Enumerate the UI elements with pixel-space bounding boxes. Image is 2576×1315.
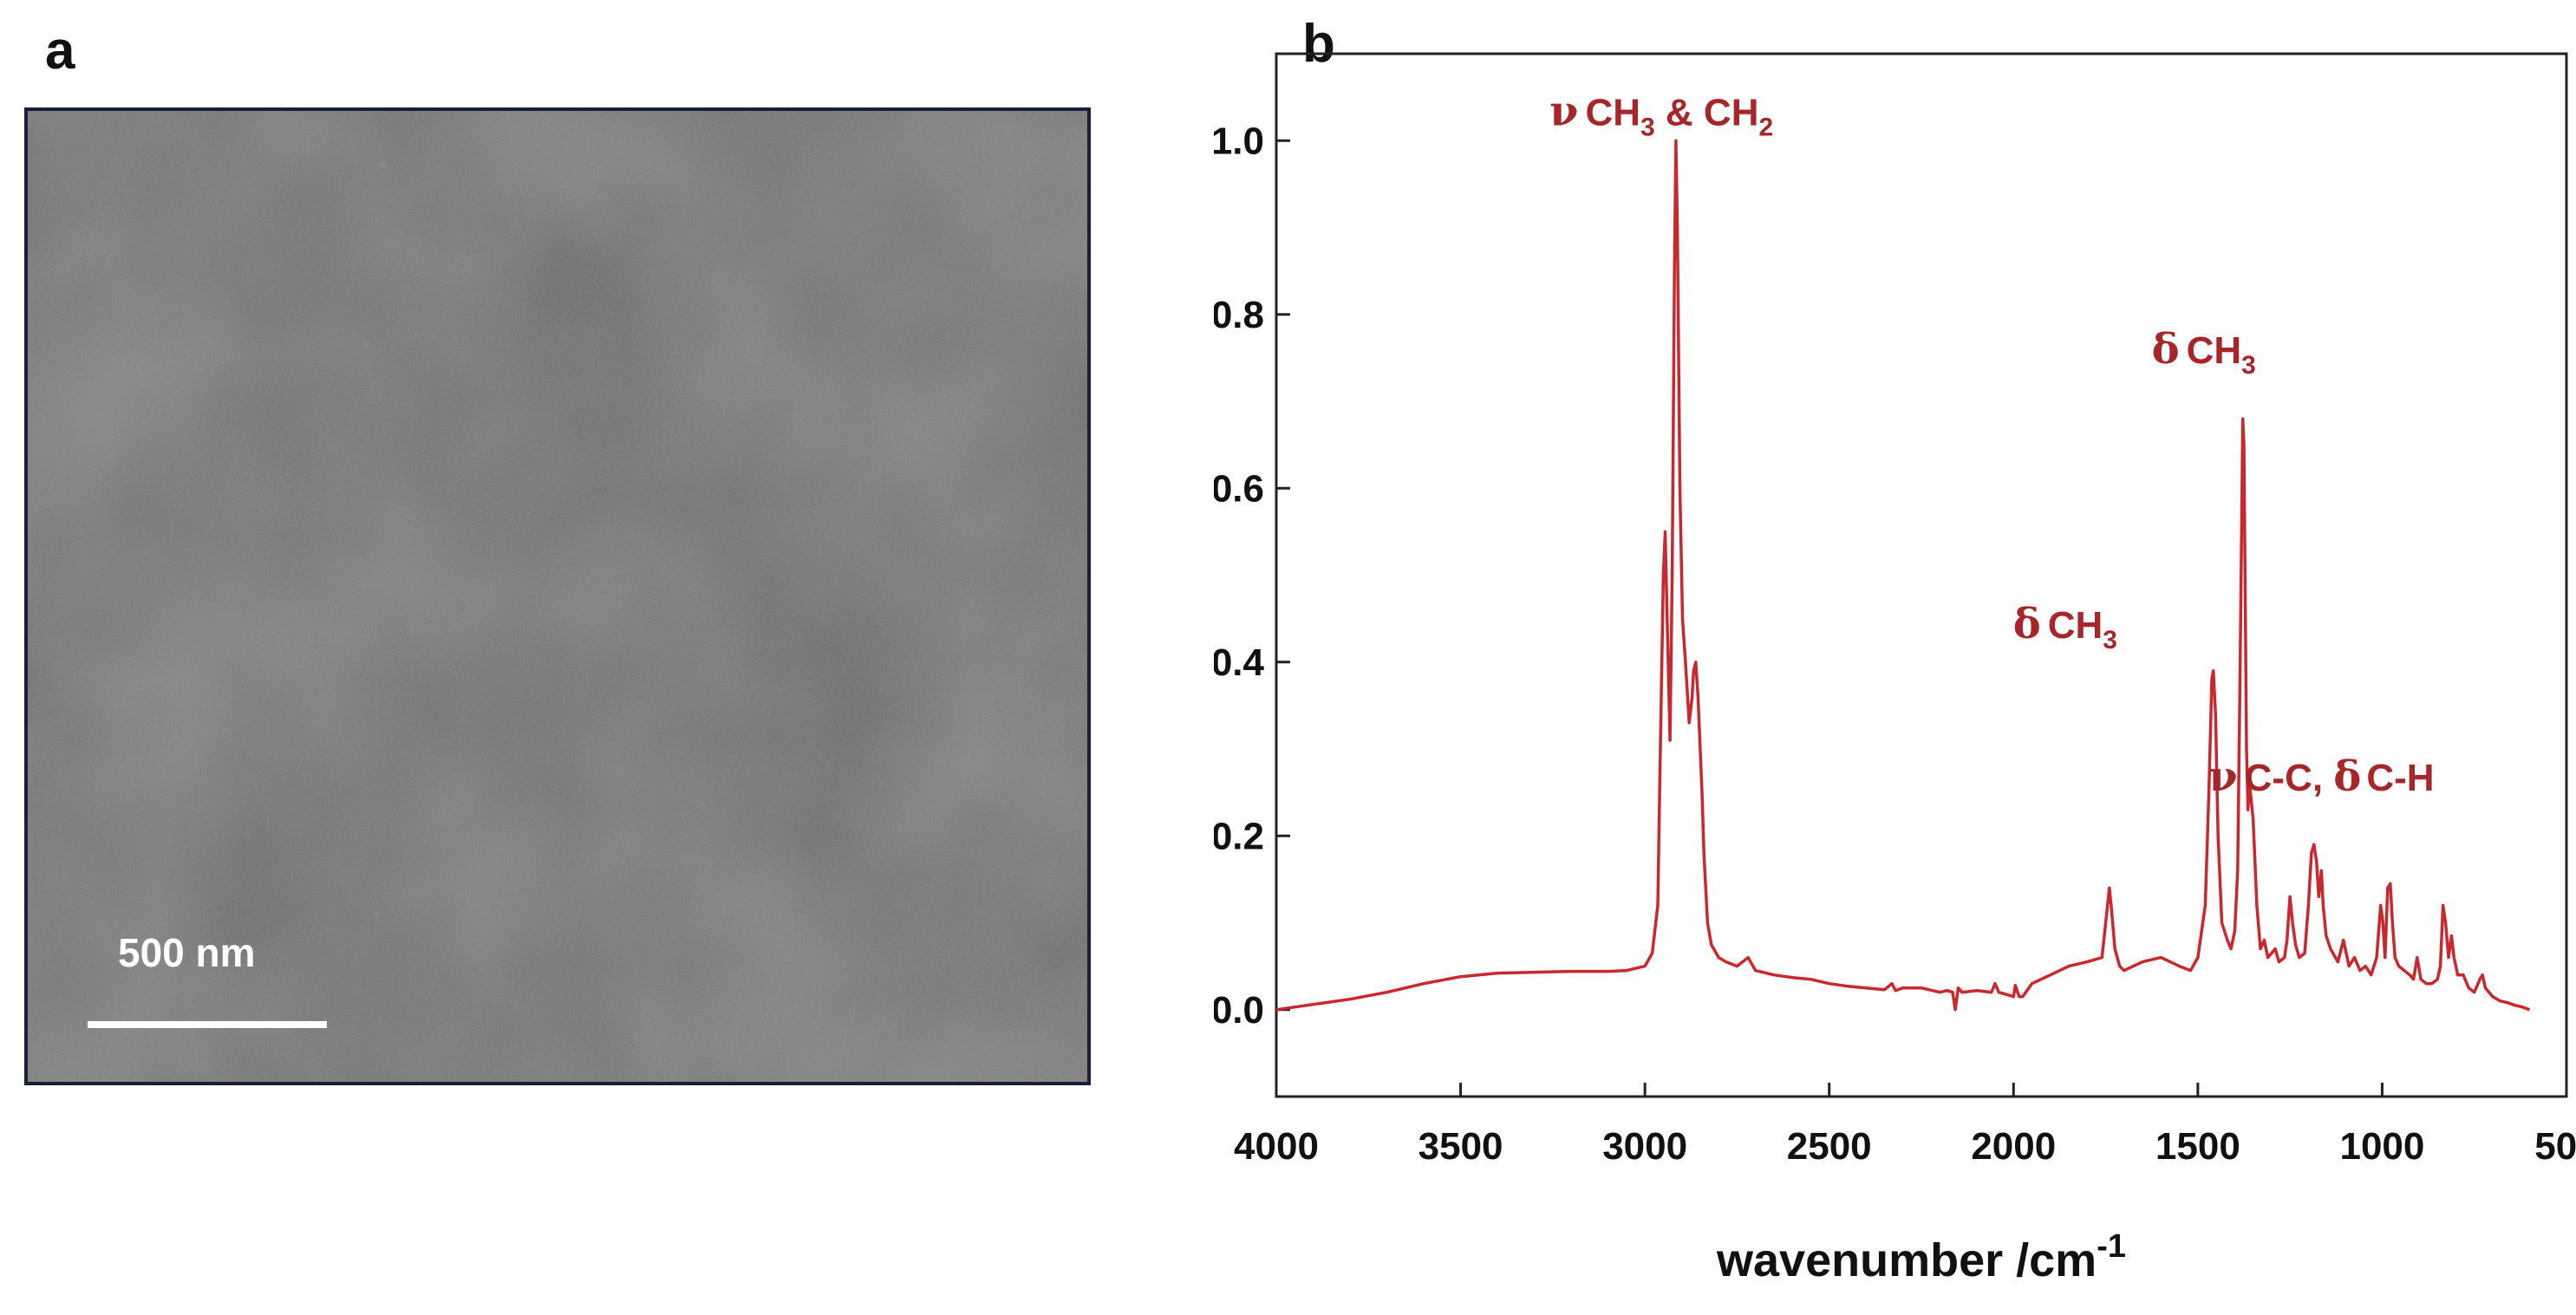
annotation-sub: 3	[2103, 626, 2117, 654]
annotation-sub2: 2	[1758, 113, 1773, 141]
spectrum-line	[1275, 139, 2531, 1012]
annotation-sub: 3	[1640, 113, 1655, 141]
peak-annotation: δ CH3	[2152, 325, 2256, 380]
peak-annotation: ν CH3 & CH2	[1549, 87, 1773, 141]
panel-label-a: a	[45, 21, 75, 81]
x-tick-label: 1500	[2155, 1125, 2240, 1168]
x-tick-label: 4000	[1234, 1125, 1319, 1168]
annotation-text2: & CH	[1655, 91, 1759, 133]
annotation-text: CH	[1585, 91, 1640, 133]
x-tick-label: 1000	[2339, 1125, 2424, 1168]
y-tick-label: 0.4	[1214, 641, 1265, 684]
annotation-greek: ν	[2208, 752, 2237, 801]
annotation-text: CH	[2048, 604, 2103, 647]
y-tick-label: 0.6	[1214, 467, 1264, 510]
annotation-greek: ν	[1549, 87, 1578, 135]
y-tick-label: 0.8	[1214, 294, 1264, 336]
x-axis-title-text: wavenumber /cm	[1716, 1234, 2097, 1286]
x-tick-label: 3500	[1418, 1125, 1503, 1168]
annotation-greek: δ	[2152, 325, 2180, 374]
x-axis-title: wavenumber /cm-1	[1716, 1228, 2126, 1286]
y-axis: 0.0 0.2 0.4 0.6 0.8 1.0	[1214, 120, 1290, 1032]
annotation-text2: C-H	[2366, 757, 2434, 799]
scale-bar-label: 500 nm	[118, 930, 256, 975]
peak-annotation: δ CH3	[2013, 600, 2117, 654]
annotation-sub: 3	[2241, 351, 2256, 380]
y-tick-label: 0.0	[1214, 989, 1264, 1032]
x-tick-label: 2500	[1787, 1125, 1872, 1168]
x-tick-label: 500	[2534, 1125, 2576, 1168]
sem-micrograph	[24, 107, 1091, 1085]
panel-label-b: b	[1302, 14, 1335, 74]
peak-annotation: ν C-C, δ C-H	[2208, 752, 2434, 801]
scale-bar	[88, 1021, 327, 1028]
annotation-text: C-C,	[2245, 757, 2334, 799]
annotation-greek: δ	[2013, 600, 2041, 648]
y-tick-label: 1.0	[1214, 120, 1264, 162]
sem-texture	[28, 111, 1087, 1082]
x-tick-label: 3000	[1602, 1125, 1687, 1168]
x-axis: 4000 3500 3000 2500 2000 1500 1000 500	[1234, 1083, 2576, 1168]
plot-frame	[1275, 52, 2568, 1098]
x-axis-title-superscript: -1	[2097, 1228, 2126, 1265]
annotation-greek2: δ	[2333, 752, 2361, 801]
annotation-text: CH	[2187, 329, 2242, 372]
x-tick-label: 2000	[1971, 1125, 2056, 1168]
y-tick-label: 0.2	[1214, 815, 1264, 857]
